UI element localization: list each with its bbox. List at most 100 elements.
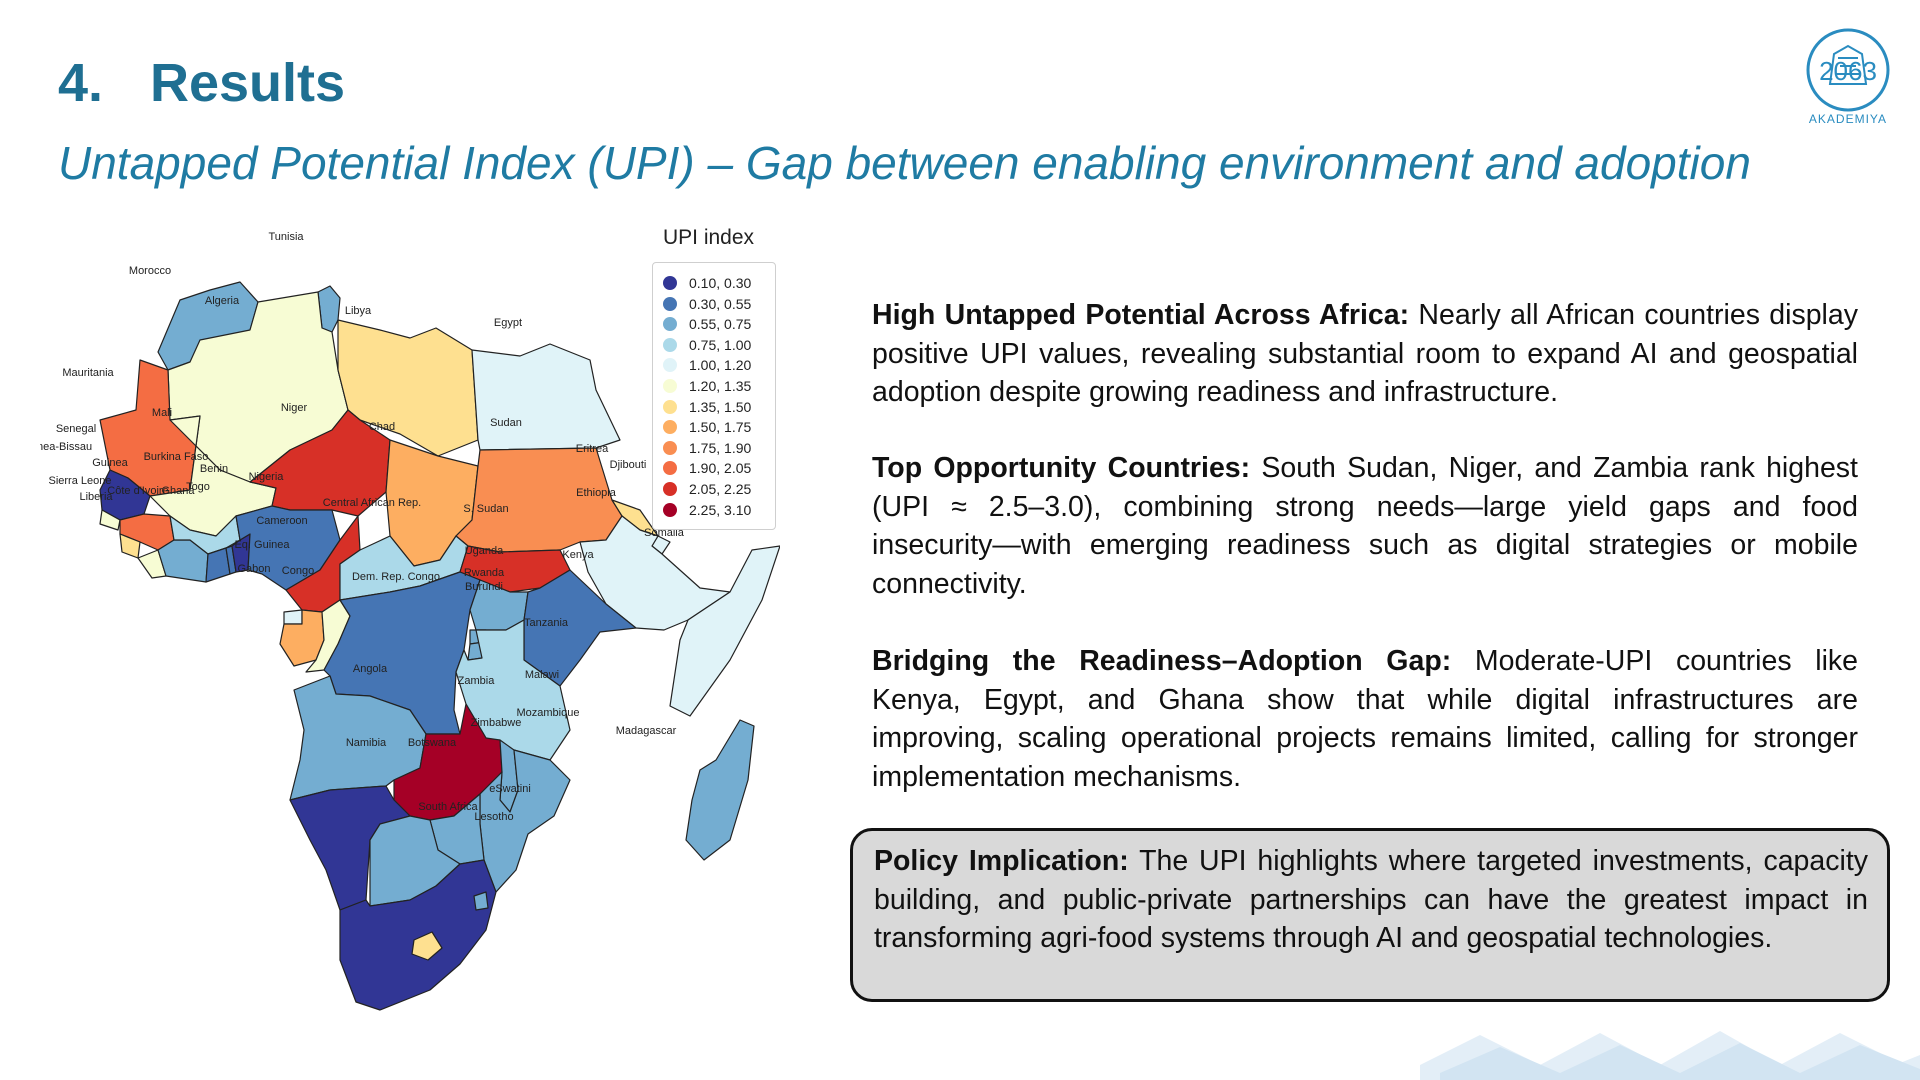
country-lesotho [411,931,443,961]
country-label: South Africa [418,801,478,813]
country-label: Senegal [56,423,96,435]
country-label: Sierra Leone [49,475,112,487]
paragraph-lead: Top Opportunity Countries: [872,452,1251,484]
legend-item: 1.00, 1.20 [663,355,751,375]
country-label: Kenya [562,549,594,561]
country-label: eSwatini [489,783,531,795]
country-label: Guinea-Bissau [40,441,92,453]
paragraph-policy-implication: Policy Implication: The UPI highlights w… [874,842,1868,958]
legend-label: 1.50, 1.75 [689,419,752,436]
paragraph-body: South Sudan, Niger, and Zambia rank high… [872,452,1858,600]
legend-swatch [663,440,677,455]
country-label: Cameroon [256,515,307,527]
country-label: Ethiopia [576,487,617,499]
legend-title: UPI index [663,226,755,249]
legend-swatch [663,482,677,496]
legend-swatch [663,317,677,332]
country-libya [337,319,479,457]
country-label: Chad [369,421,395,433]
country-label: Dem. Rep. Congo [352,571,440,583]
country-label: Malawi [525,669,559,681]
legend-label: 0.55, 0.75 [689,316,752,333]
legend-swatch [663,461,677,476]
legend-swatch [663,399,677,414]
country-eq-guinea [283,609,303,625]
legend-swatch [663,420,677,435]
legend-label: 1.00, 1.20 [689,357,752,374]
country-label: Madagascar [616,725,677,737]
decorative-banner [1420,1031,1920,1080]
legend-swatch [663,337,677,352]
country-label: Côte d'Ivoire [107,485,168,497]
legend-label: 0.30, 0.55 [689,295,752,312]
country-label: Niger [281,402,308,414]
logo-mark: 2063 [1819,56,1877,86]
africa-upi-map: Tunisia Morocco Algeria Libya Egypt Mauritani… [40,231,780,1011]
country-label: Tunisia [268,231,304,243]
legend-label: 2.25, 3.10 [689,501,752,518]
country-label: Rwanda [464,567,505,579]
country-somalia [669,545,780,717]
country-label: Lesotho [474,811,513,823]
legend-label: 0.75, 1.00 [689,336,752,353]
paragraph-high-untapped-potential: High Untapped Potential Across Africa: N… [872,296,1858,412]
legend-swatch [663,502,677,517]
country-label: Burkina Faso [144,451,209,463]
country-sudan [455,447,623,553]
paragraph-readiness-gap: Bridging the Readiness–Adoption Gap: Mod… [872,642,1858,796]
country-guinea-bissau [99,509,121,531]
legend-item: 2.05, 2.25 [663,479,751,499]
legend-item: 0.30, 0.55 [663,294,751,314]
country-egypt [471,343,621,451]
country-burkina-faso [169,515,241,555]
country-label: Mozambique [517,707,580,719]
paragraph-top-opportunity: Top Opportunity Countries: South Sudan, … [872,449,1858,603]
country-label: Egypt [494,317,522,329]
country-label: Ghana [161,485,195,497]
legend-label: 1.35, 1.50 [689,398,752,415]
legend-label: 1.90, 2.05 [689,460,752,477]
section-number: 4. [58,53,104,113]
paragraph-body: The UPI highlights where targeted invest… [874,845,1869,954]
country-label: Eritrea [576,443,609,455]
country-label: Angola [353,663,388,675]
country-label: Algeria [205,295,240,307]
country-label: Somalia [644,527,685,539]
country-labels: Tunisia Morocco Algeria Libya Egypt Mauritani… [40,231,685,823]
country-label: Guinea [92,457,128,469]
country-label: S. Sudan [463,503,508,515]
legend-item: 1.35, 1.50 [663,397,751,417]
country-label: Burundi [465,581,503,593]
legend-label: 2.05, 2.25 [689,481,752,497]
legend-item: 1.50, 1.75 [663,417,751,437]
country-label: Liberia [79,491,113,503]
legend-item: 1.90, 2.05 [663,458,751,478]
legend-item: 1.75, 1.90 [663,438,751,458]
paragraph-body: Nearly all African countries display pos… [872,299,1858,408]
country-label: Uganda [465,545,504,557]
country-label: Zimbabwe [471,717,522,729]
country-label: Libya [345,305,372,317]
country-madagascar [685,719,755,861]
country-south-africa [339,859,497,1011]
country-label: Nigeria [249,471,285,483]
paragraph-lead: Policy Implication: [874,845,1129,877]
logo-wordmark: AKADEMIYA [1808,112,1888,126]
paragraph-body: Moderate-UPI countries like Kenya, Egypt… [872,645,1858,793]
legend-item: 0.75, 1.00 [663,335,751,355]
legend-label: 1.75, 1.90 [689,439,752,456]
paragraph-lead: Bridging the Readiness–Adoption Gap: [872,645,1452,677]
country-label: Benin [200,463,228,475]
country-label: Tanzania [524,617,569,629]
country-label: Central African Rep. [323,497,421,509]
country-eswatini [473,891,489,911]
country-label: Djibouti [610,459,647,471]
section-heading: 4. Results [58,52,345,114]
legend-swatch [663,379,677,393]
legend-swatch [663,296,677,311]
legend-item: 2.25, 3.10 [663,500,751,520]
country-label: Namibia [346,737,387,749]
akademiya-logo: 2063 [1806,28,1890,112]
country-label: Eq. Guinea [234,539,290,551]
country-label: Togo [186,481,210,493]
